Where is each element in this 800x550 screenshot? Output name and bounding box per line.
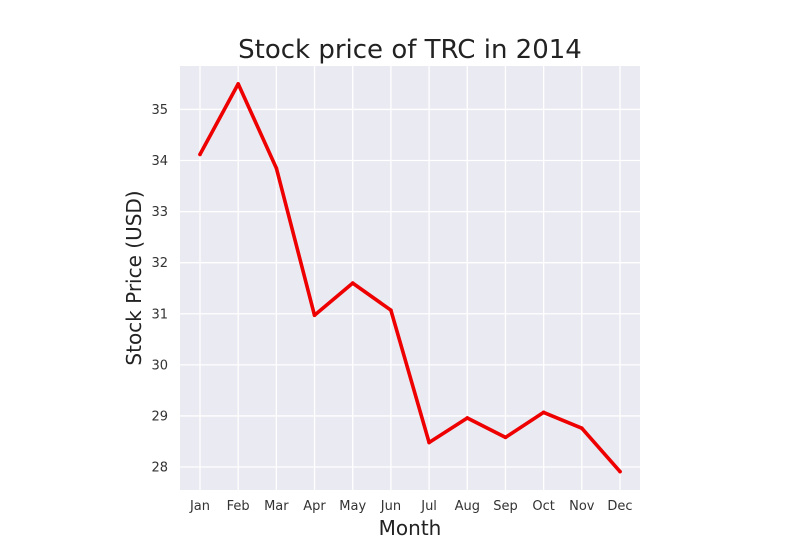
data-point xyxy=(274,166,279,170)
x-tick-label: Jun xyxy=(380,499,401,514)
plot-area xyxy=(180,66,640,490)
x-tick-label: Oct xyxy=(532,499,554,514)
y-tick-label: 35 xyxy=(151,103,168,118)
data-point xyxy=(618,469,622,474)
grid-lines xyxy=(180,66,640,490)
y-tick-label: 30 xyxy=(151,358,168,373)
x-tick-label: Nov xyxy=(569,499,595,514)
data-point xyxy=(427,440,431,445)
data-point xyxy=(198,152,202,157)
chart-title: Stock price of TRC in 2014 xyxy=(238,35,582,65)
y-axis-ticks: 28 29 30 31 32 33 34 35 xyxy=(151,103,168,476)
x-tick-label: Dec xyxy=(607,499,632,514)
data-point xyxy=(503,435,508,440)
data-point xyxy=(465,416,470,420)
data-point xyxy=(541,410,546,415)
data-point xyxy=(350,281,355,285)
y-tick-label: 33 xyxy=(151,205,168,220)
x-axis-label: Month xyxy=(379,516,442,540)
x-tick-label: Sep xyxy=(493,499,518,514)
data-point xyxy=(580,426,584,430)
series-line xyxy=(198,82,622,474)
x-tick-label: Feb xyxy=(227,499,250,514)
y-tick-label: 29 xyxy=(151,409,168,424)
y-tick-label: 28 xyxy=(151,461,168,476)
x-tick-label: May xyxy=(339,499,366,514)
data-point xyxy=(236,82,240,86)
x-tick-label: Mar xyxy=(264,499,289,514)
data-point xyxy=(312,313,317,318)
x-tick-label: Aug xyxy=(455,499,480,514)
data-point xyxy=(389,308,393,312)
y-axis-label: Stock Price (USD) xyxy=(122,190,146,365)
x-tick-label: Apr xyxy=(303,499,326,514)
y-tick-label: 32 xyxy=(151,256,168,271)
x-axis-ticks: Jan Feb Mar Apr May Jun Jul Aug Sep Oct Nov Dec xyxy=(189,499,633,514)
y-tick-label: 34 xyxy=(151,154,168,169)
series-layer xyxy=(198,82,622,474)
x-tick-label: Jul xyxy=(420,499,437,514)
x-tick-label: Jan xyxy=(189,499,210,514)
y-tick-label: 31 xyxy=(151,307,168,322)
